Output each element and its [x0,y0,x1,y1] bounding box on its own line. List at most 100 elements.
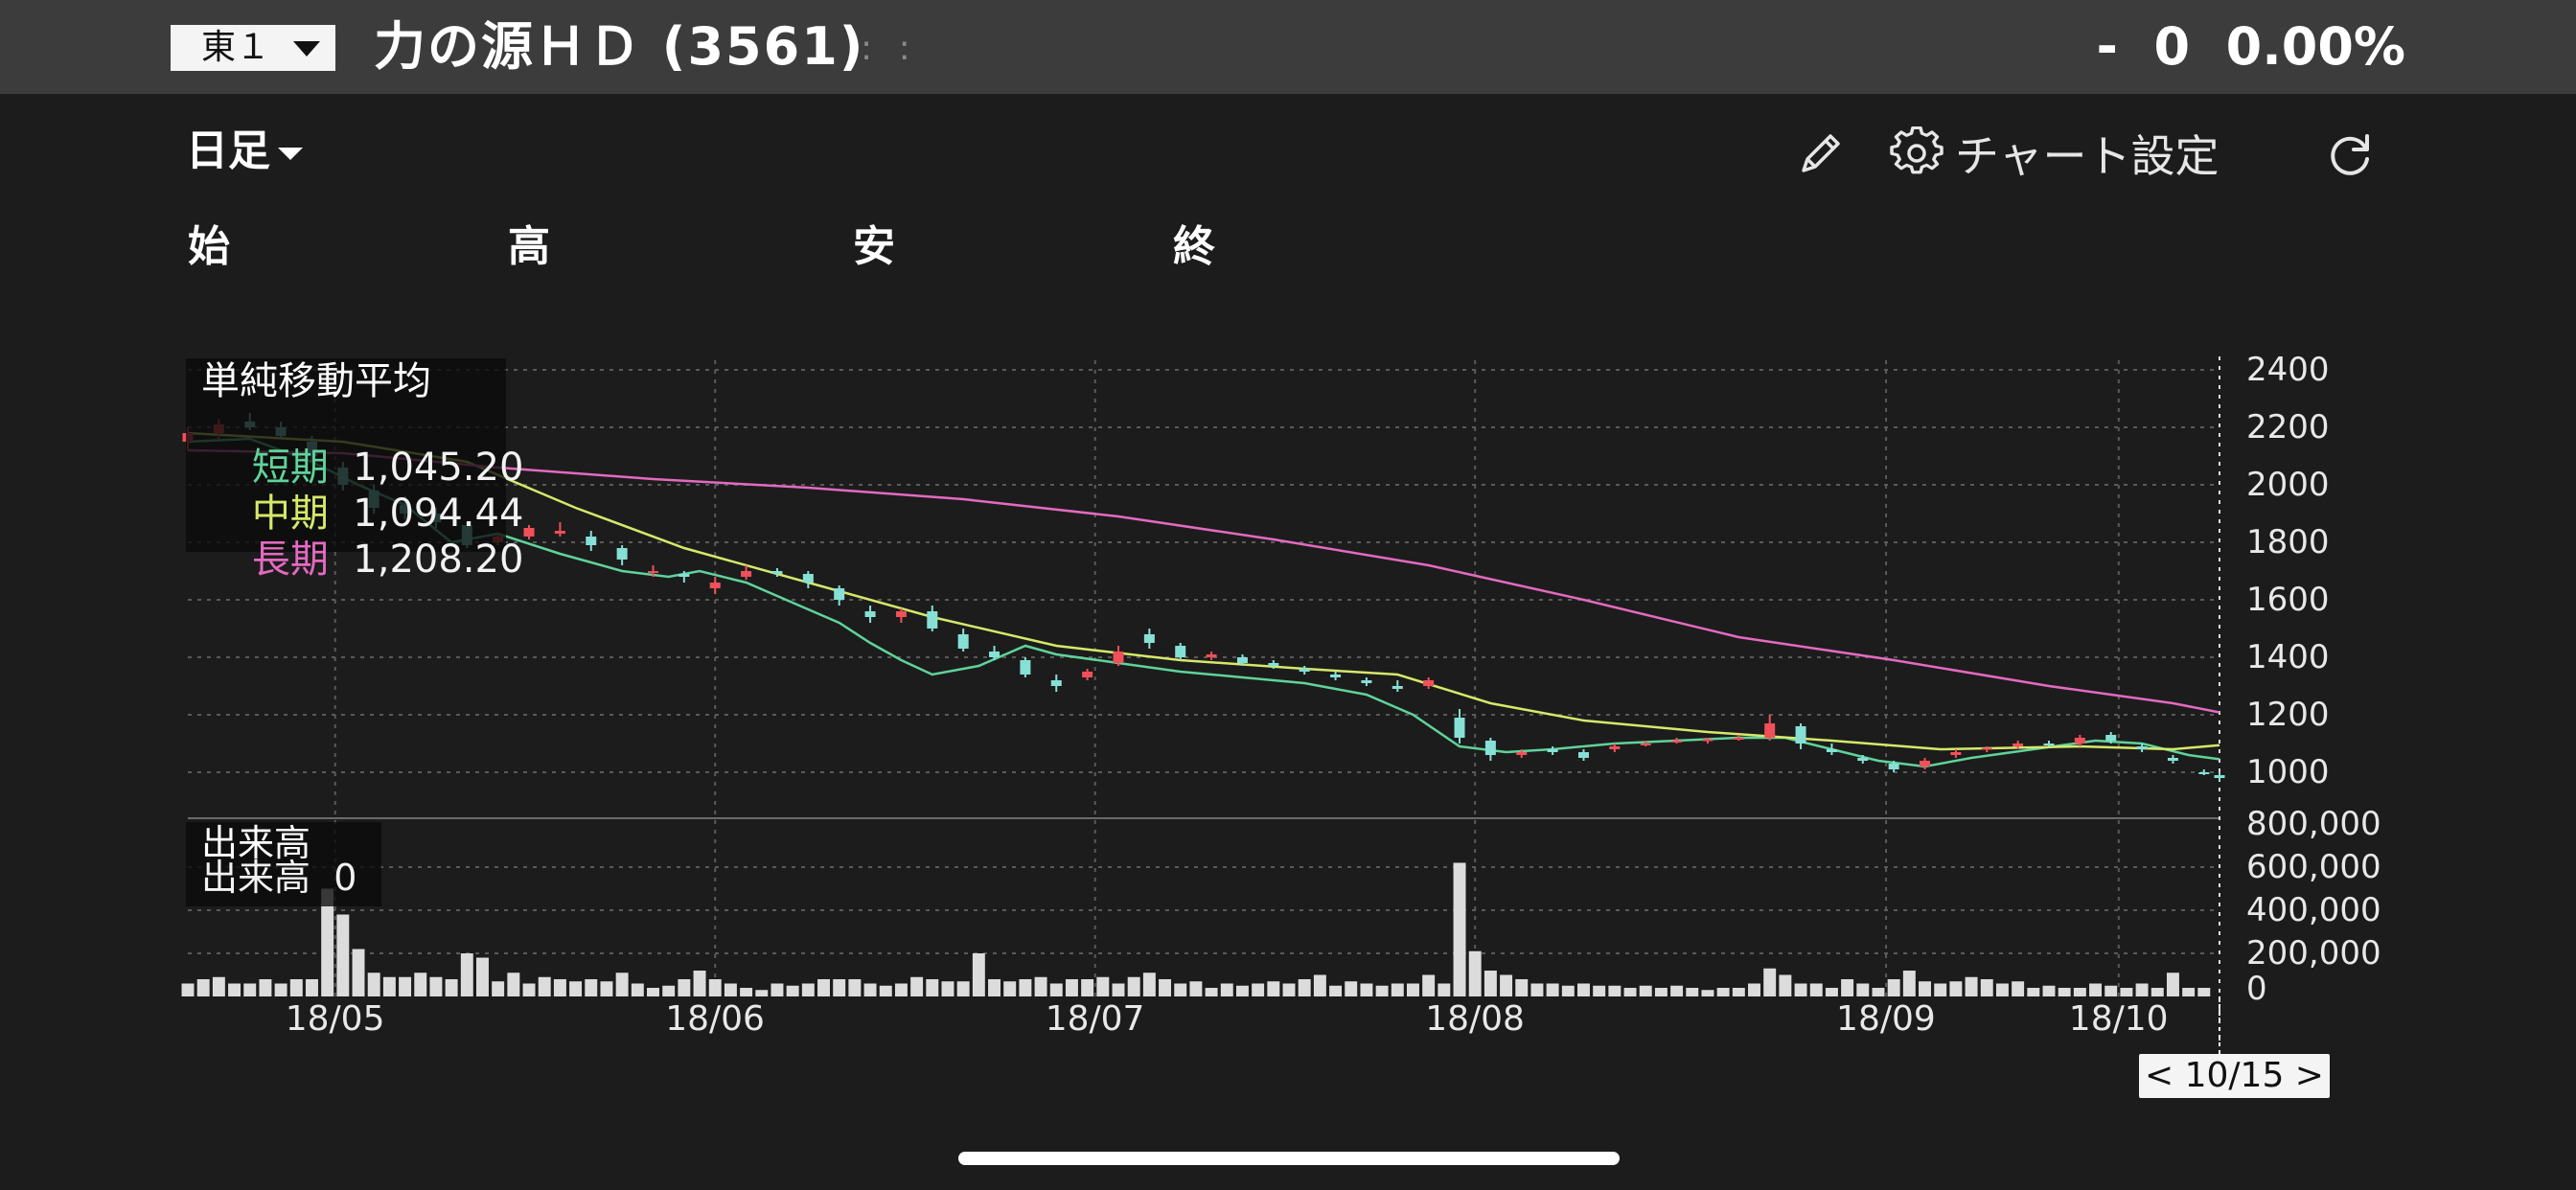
candle-body [1577,752,1589,758]
volume-bar [1995,983,2009,996]
candle-body [1299,669,1310,672]
volume-bar [1034,976,1047,996]
volume-bar [1422,974,1436,996]
volume-bar [1593,985,1606,996]
gear-icon [1890,126,1944,174]
volume-bar [615,973,629,996]
volume-bar [1345,981,1358,996]
stock-title: 力の源ＨＤ (3561) [374,16,865,77]
price-tick-label: 2000 [2246,466,2330,504]
candle-body [1236,657,1248,663]
volume-bar [1049,983,1063,996]
volume-bar [1235,985,1249,996]
candle-body [678,574,690,577]
candle-body [1330,675,1342,677]
price-tick-label: 1000 [2246,753,2330,791]
top-bar: 東１ 力の源ＨＤ (3561) : : - 0 0.00% [0,0,2576,94]
drag-handle-icon[interactable]: : : [861,29,918,68]
volume-bar [1577,983,1590,996]
legend-short-value: 1,045.20 [353,446,524,490]
volume-bar [972,953,985,996]
volume-bar [941,981,954,996]
volume-bar [2166,973,2179,996]
volume-bar [305,979,318,996]
volume-legend-value: 0 [334,857,357,899]
volume-bar [181,983,195,996]
volume-bar [476,957,489,996]
volume-bar [2135,983,2149,996]
volume-bar [2089,983,2103,996]
volume-bar [894,983,908,996]
candle-body [1484,741,1496,755]
volume-bar [879,985,892,996]
price-tick-label: 1200 [2246,696,2330,734]
candle-body [1175,646,1186,657]
volume-bar [631,983,644,996]
period-select[interactable]: 日足 [186,123,303,180]
volume-bar [2182,988,2196,996]
volume-bar [212,976,225,996]
volume-bar [1298,979,1311,996]
candle-body [1143,634,1155,643]
home-indicator[interactable] [958,1152,1620,1165]
candle-body [2105,735,2117,741]
candle-body [1764,723,1776,738]
candle-body [2167,758,2178,761]
volume-bar [1794,983,1807,996]
pencil-icon[interactable] [1794,126,1848,180]
volume-bar [1887,979,1900,996]
volume-bar [833,979,846,996]
candle-body [895,611,907,617]
volume-bar [259,979,272,996]
volume-bar [1654,988,1668,996]
candle-body [647,571,658,573]
date-tick-label: 18/09 [1836,999,1936,1039]
volume-bar [2012,981,2025,996]
volume-bar [600,981,613,996]
candle-body [1392,686,1403,689]
candle-body [2043,744,2055,745]
high-label: 高 [508,222,550,271]
volume-bar [678,979,691,996]
candle-body [1950,752,1962,755]
candle-body [554,531,565,534]
legend-long-name: 長期 [251,538,329,582]
volume-bar [1623,988,1637,996]
volume-bar [2120,988,2133,996]
date-tick-label: 18/06 [665,999,765,1039]
price-tick-label: 1400 [2246,638,2330,676]
volume-bar [1686,988,1699,996]
volume-bar [1407,983,1419,996]
candle-body [586,537,597,545]
refresh-icon[interactable] [2323,128,2377,182]
volume-tick-label: 200,000 [2246,934,2381,973]
volume-bar [1841,979,1854,996]
volume-bar [352,949,365,996]
candle-body [741,571,752,577]
volume-bar [1934,983,1947,996]
date-tick-label: 18/05 [285,999,385,1039]
market-select[interactable]: 東１ [171,25,335,71]
chart-settings-button[interactable]: チャート設定 [1890,123,2220,184]
candle-body [1826,749,1837,752]
volume-bar [1980,979,1993,996]
candle-body [927,611,938,629]
candle-body [1361,680,1372,683]
volume-bar [1639,985,1652,996]
date-cursor-badge[interactable]: < 10/15 > [2139,1054,2330,1098]
volume-bar [1267,981,1280,996]
volume-bar [1763,968,1777,996]
volume-bar [988,979,1000,996]
candle-body [1082,672,1093,677]
legend-row-short: 短期 1,045.20 [203,404,524,531]
volume-bar [1500,974,1513,996]
volume-bar [538,976,551,996]
volume-bar [1003,981,1017,996]
volume-bar [399,976,412,996]
volume-bar [1174,983,1187,996]
volume-bar [1081,979,1094,996]
candle-body [1050,680,1062,686]
volume-bar [228,983,242,996]
candle-body [616,548,628,560]
volume-bar [848,979,862,996]
